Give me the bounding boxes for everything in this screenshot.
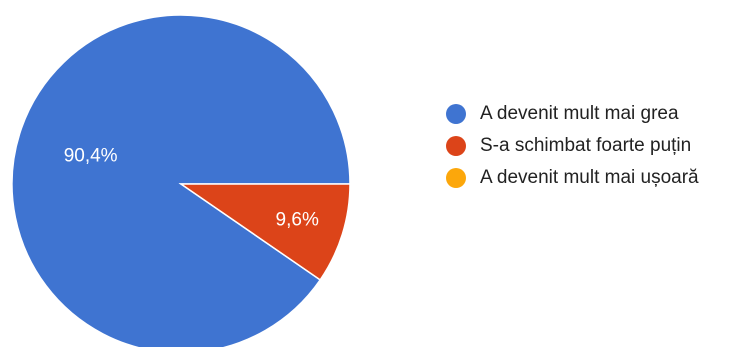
pie-slice-0[interactable] [11,14,351,347]
legend-label-0: A devenit mult mai grea [480,103,679,124]
pie-data-labels: 90,4% 9,6% [64,145,319,230]
legend-item-1[interactable]: S-a schimbat foarte puțin [446,130,699,162]
pie-data-label-1: 9,6% [276,210,319,231]
legend-item-0[interactable]: A devenit mult mai grea [446,98,699,130]
pie-slices [11,14,351,347]
pie-slice-1[interactable] [178,183,351,281]
legend-swatch-2 [446,168,466,188]
legend-swatch-1 [446,136,466,156]
legend-label-2: A devenit mult mai ușoară [480,167,699,188]
legend-item-2[interactable]: A devenit mult mai ușoară [446,162,699,194]
legend: A devenit mult mai grea S-a schimbat foa… [446,98,699,194]
pie-data-label-0: 90,4% [64,145,118,166]
legend-swatch-0 [446,104,466,124]
legend-label-1: S-a schimbat foarte puțin [480,135,692,156]
